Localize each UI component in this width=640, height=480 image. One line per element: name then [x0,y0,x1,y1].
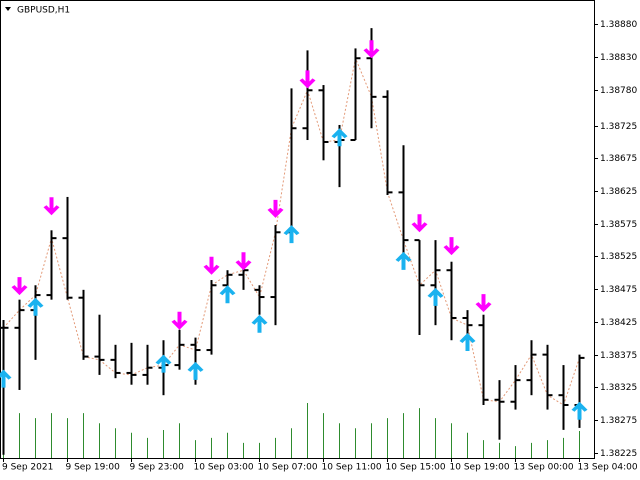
x-tick-label: 10 Sep 15:00 [386,463,446,473]
y-tick-label: 1.38625 [600,187,637,197]
y-tick-label: 1.38880 [600,20,637,30]
x-tick-label: 13 Sep 00:00 [514,463,574,473]
up-arrow [459,333,476,352]
down-arrow [267,199,284,218]
up-arrow [427,287,444,306]
y-tick-label: 1.38275 [600,416,637,426]
down-arrow [171,311,188,330]
up-arrow [187,361,204,380]
y-tick-label: 1.38525 [600,252,637,262]
down-arrow [411,214,428,233]
down-arrow [363,40,380,59]
symbol-menu-icon[interactable] [5,7,11,11]
x-tick-label: 10 Sep 11:00 [322,463,382,473]
down-arrow [203,256,220,275]
x-tick-label: 13 Sep 04:00 [578,463,638,473]
up-arrow [251,314,268,333]
x-tick-label: 10 Sep 03:00 [194,463,254,473]
up-arrow [27,297,44,316]
x-tick-label: 10 Sep 19:00 [450,463,510,473]
up-arrow [331,128,348,147]
y-tick-label: 1.38375 [600,351,637,361]
down-arrow [43,197,60,216]
x-tick-label: 9 Sep 19:00 [66,463,121,473]
down-arrow [11,277,28,296]
y-tick-label: 1.38780 [600,86,637,96]
down-arrow [475,294,492,313]
y-tick-label: 1.38425 [600,318,637,328]
up-arrow [571,401,588,420]
down-arrow [299,70,316,89]
y-tick-label: 1.38225 [600,449,637,459]
y-tick-label: 1.38575 [600,220,637,230]
up-arrow [395,251,412,270]
up-arrow [219,285,236,304]
y-tick-label: 1.38675 [600,154,637,164]
x-tick-label: 9 Sep 23:00 [130,463,185,473]
down-arrow [235,252,252,271]
x-tick-label: 10 Sep 07:00 [258,463,318,473]
chart-title: GBPUSD,H1 [17,6,70,16]
y-tick-label: 1.38725 [600,122,637,132]
up-arrow [155,354,172,373]
x-tick-label: 9 Sep 2021 [2,463,53,473]
plot-frame [0,0,595,459]
y-tick-label: 1.38325 [600,383,637,393]
down-arrow [443,237,460,256]
y-tick-label: 1.38475 [600,285,637,295]
up-arrow [283,225,300,244]
y-tick-label: 1.38830 [600,53,637,63]
up-arrow [0,369,12,388]
